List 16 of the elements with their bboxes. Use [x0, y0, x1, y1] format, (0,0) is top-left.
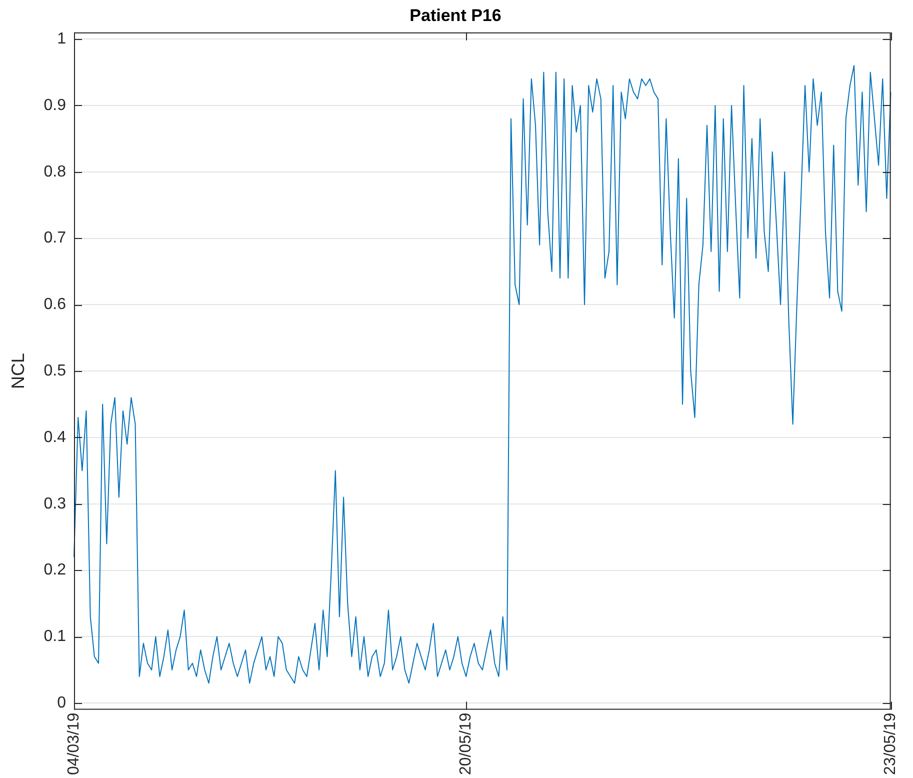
- x-tick-label: 04/03/19: [65, 712, 82, 775]
- x-tick-label: 23/05/19: [882, 712, 900, 775]
- y-tick-label: 0.2: [44, 562, 66, 579]
- y-tick-label: 0.9: [44, 96, 66, 114]
- y-tick-label: 0.7: [44, 230, 66, 247]
- y-tick-label: 0: [57, 694, 66, 712]
- y-tick-label: 0.8: [44, 163, 66, 180]
- x-tick-label: 20/05/19: [457, 712, 474, 775]
- y-tick-label: 0.5: [44, 362, 66, 380]
- y-tick-label: 1: [57, 30, 66, 48]
- y-tick-label: 0.6: [44, 296, 66, 314]
- y-tick-label: 0.1: [44, 628, 66, 646]
- chart-title: Patient P16: [410, 6, 502, 25]
- y-tick-label: 0.4: [44, 428, 66, 446]
- y-axis-title: NCL: [8, 353, 28, 390]
- y-tick-label: 0.3: [44, 495, 66, 512]
